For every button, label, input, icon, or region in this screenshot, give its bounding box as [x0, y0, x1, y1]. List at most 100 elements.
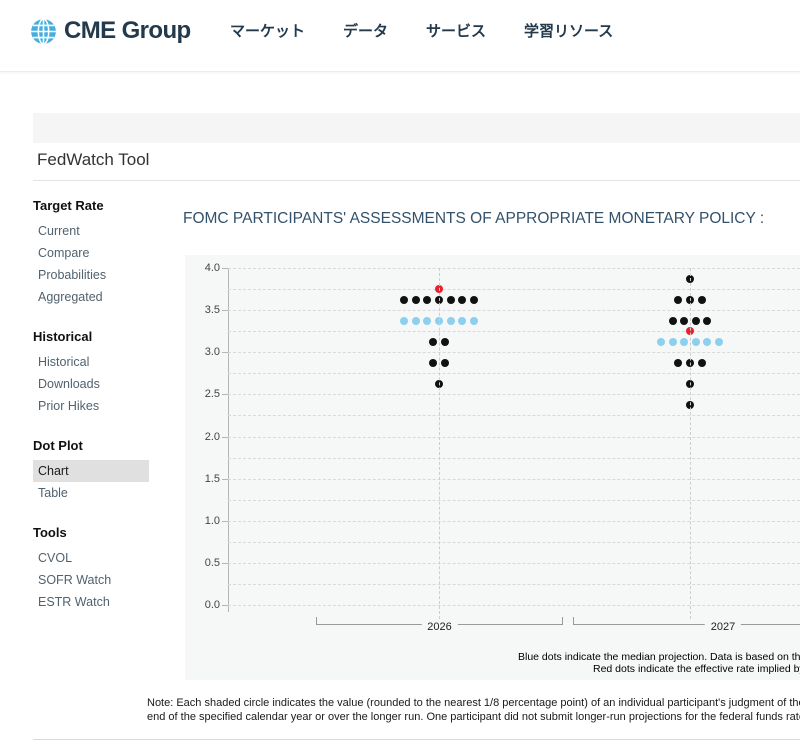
- y-tick-label: 0.0: [204, 599, 220, 611]
- y-tick-label: 1.5: [204, 472, 220, 485]
- logo-text: CME Group: [64, 17, 191, 44]
- sidebar-item-downloads[interactable]: Downloads: [38, 377, 100, 391]
- sidebar-item-historical[interactable]: Historical: [38, 355, 90, 369]
- y-tick-label: 3.5: [204, 304, 220, 317]
- dot-black: [446, 295, 455, 304]
- chart-note-line-1: Note: Each shaded circle indicates the v…: [147, 697, 800, 709]
- y-axis: [228, 268, 229, 612]
- dot-blue: [400, 316, 409, 325]
- gridline: [228, 457, 800, 459]
- sidebar-item-compare[interactable]: Compare: [38, 246, 90, 260]
- chart-title: FOMC PARTICIPANTS' ASSESSMENTS OF APPROP…: [183, 210, 765, 227]
- dot-blue: [469, 316, 478, 325]
- dot-blue: [446, 316, 455, 325]
- divider: [33, 739, 800, 740]
- y-tick-label: 0.5: [204, 556, 220, 569]
- y-tick-label: 2.5: [204, 388, 220, 401]
- nav-item-2[interactable]: サービス: [426, 23, 487, 40]
- dot-blue: [458, 316, 467, 325]
- dot-black: [458, 295, 467, 304]
- gridline: [228, 499, 800, 501]
- y-tick-mark: [222, 436, 228, 438]
- year-label-2027: 2027: [704, 620, 742, 634]
- sidebar-item-prior-hikes[interactable]: Prior Hikes: [38, 399, 100, 413]
- chart-note-line-2: end of the specified calendar year or ov…: [147, 711, 800, 723]
- gridline: [228, 289, 800, 291]
- sidebar-header-historical: Historical: [33, 329, 93, 344]
- dot-blue: [411, 316, 420, 325]
- cme-logo[interactable]: CME Group: [30, 17, 191, 45]
- y-tick-label: 1.0: [204, 514, 220, 527]
- sidebar-header-target-rate: Target Rate: [33, 198, 104, 213]
- gridline: [228, 268, 800, 269]
- gridline: [228, 562, 800, 564]
- year-bracket-2027: 2027: [573, 617, 800, 634]
- dot-black: [469, 295, 478, 304]
- divider: [33, 180, 800, 181]
- year-label-2026: 2026: [421, 620, 458, 634]
- dot-black: [400, 295, 409, 304]
- sidebar-item-chart[interactable]: Chart: [33, 460, 149, 482]
- top-navigation-bar: CME Group マーケット データ サービス 学習リソース: [0, 0, 800, 72]
- y-tick-mark: [222, 310, 228, 312]
- sidebar-item-aggregated[interactable]: Aggregated: [38, 290, 103, 304]
- dot-black: [440, 358, 449, 367]
- y-tick-mark: [222, 562, 228, 564]
- gridline: [228, 352, 800, 354]
- sidebar-item-probabilities[interactable]: Probabilities: [38, 268, 107, 282]
- dot-black: [691, 316, 700, 325]
- dot-black: [440, 337, 449, 346]
- dot-blue: [691, 337, 700, 346]
- legend-red-dots: Red dots indicate the effective rate imp…: [593, 663, 800, 675]
- gridline: [228, 605, 800, 606]
- gridline: [228, 583, 800, 585]
- gridline: [228, 331, 800, 333]
- nav-item-3[interactable]: 学習リソース: [524, 23, 614, 40]
- dot-blue: [703, 337, 712, 346]
- dot-blue: [668, 337, 677, 346]
- sidebar-item-estr-watch[interactable]: ESTR Watch: [38, 595, 110, 609]
- gridline: [228, 520, 800, 522]
- legend-blue-dots: Blue dots indicate the median projection…: [518, 651, 800, 663]
- sidebar-item-table[interactable]: Table: [38, 486, 68, 500]
- gridline: [228, 541, 800, 543]
- page-title: FedWatch Tool: [37, 150, 150, 169]
- dot-blue: [423, 316, 432, 325]
- nav-item-0[interactable]: マーケット: [230, 23, 306, 40]
- gridline: [228, 310, 800, 312]
- sidebar: Target Rate Current Compare Probabilities Ag…: [33, 198, 149, 613]
- dot-black: [429, 358, 438, 367]
- dot-black: [674, 358, 683, 367]
- gridline: [228, 478, 800, 480]
- category-center-line: [690, 268, 691, 619]
- dot-black: [697, 358, 706, 367]
- dot-black: [703, 316, 712, 325]
- dot-black: [411, 295, 420, 304]
- nav-item-1[interactable]: データ: [343, 23, 389, 40]
- y-tick-mark: [222, 394, 228, 396]
- sidebar-header-tools: Tools: [33, 525, 67, 540]
- y-tick-mark: [222, 478, 228, 480]
- gridline: [228, 373, 800, 375]
- dot-black: [697, 295, 706, 304]
- dot-black: [674, 295, 683, 304]
- dot-black: [429, 337, 438, 346]
- dot-black: [680, 316, 689, 325]
- sidebar-item-cvol[interactable]: CVOL: [38, 551, 73, 565]
- toolbar-strip: [33, 113, 800, 143]
- y-tick-mark: [222, 520, 228, 522]
- gridline: [228, 436, 800, 438]
- y-tick-mark: [222, 268, 228, 269]
- gridline: [228, 415, 800, 417]
- dot-blue: [715, 337, 723, 346]
- main-nav: マーケット データ サービス 学習リソース: [230, 20, 613, 41]
- sidebar-item-current[interactable]: Current: [38, 224, 80, 238]
- dot-blue: [680, 337, 689, 346]
- gridline: [228, 394, 800, 396]
- y-tick-mark: [222, 605, 228, 606]
- globe-icon: [30, 17, 57, 45]
- y-tick-label: 2.0: [204, 430, 220, 443]
- category-center-line: [439, 268, 440, 619]
- sidebar-item-sofr-watch[interactable]: SOFR Watch: [38, 573, 112, 587]
